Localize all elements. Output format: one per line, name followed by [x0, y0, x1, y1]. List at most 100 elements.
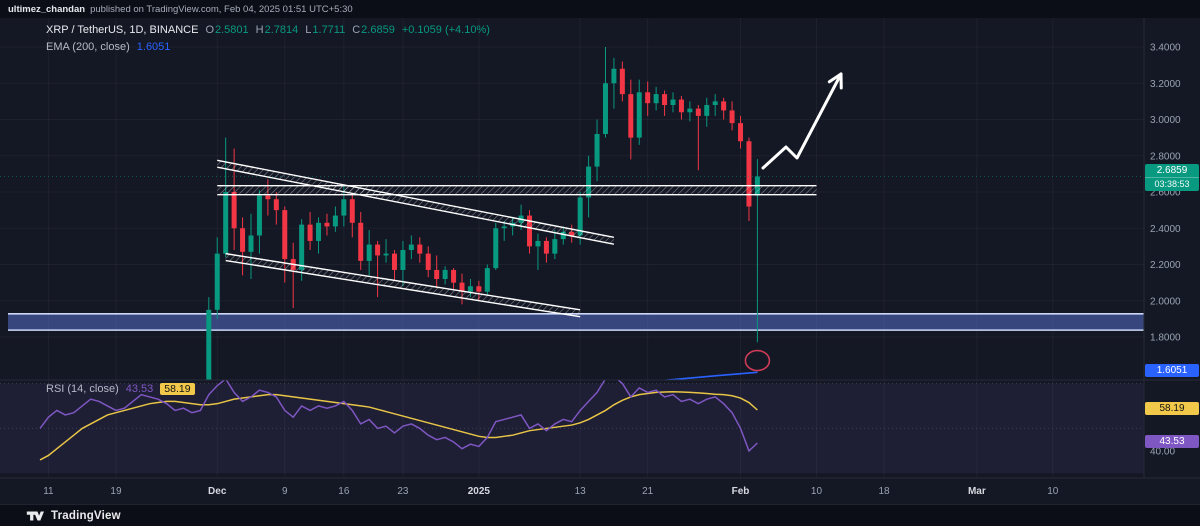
arrow-drawing[interactable] [761, 72, 843, 170]
time-tick-label: Feb [732, 486, 750, 497]
candle [214, 237, 220, 319]
ema-line[interactable] [530, 371, 758, 393]
candle [611, 57, 617, 109]
candle [248, 213, 254, 279]
rsi-legend-label[interactable]: RSI (14, close) [46, 383, 119, 395]
time-tick-label: Mar [968, 486, 986, 497]
lower-wedge-channel[interactable] [225, 252, 581, 318]
time-tick-label: 23 [397, 486, 409, 497]
candle [256, 190, 262, 254]
candle [265, 179, 271, 216]
candle [408, 235, 414, 260]
candle [527, 210, 533, 254]
candle [425, 246, 431, 278]
candle [704, 97, 710, 127]
candle [434, 255, 440, 289]
price-axis-labels: 3.4000 3.2000 3.0000 2.8000 2.6000 2.4000 2.20… [1150, 43, 1181, 458]
candle [206, 297, 212, 380]
price-tick-label: 3.0000 [1150, 115, 1181, 126]
upper-wedge-channel[interactable] [217, 159, 615, 245]
candle [400, 240, 406, 287]
candle [316, 217, 322, 254]
main-chart-legend: XRP / TetherUS, 1D, BINANCE O2.5801 H2.781… [46, 23, 490, 54]
rsi-ma-legend-value: 58.19 [160, 383, 195, 395]
footer-bar: TradingView [0, 504, 1200, 526]
rsi-line [39, 380, 758, 453]
open-value: 2.5801 [215, 24, 249, 36]
candle [290, 242, 296, 308]
candle [459, 273, 465, 305]
resistance-band[interactable] [217, 184, 817, 196]
rsi-ma-line [39, 390, 758, 461]
candle [543, 237, 549, 263]
time-tick-label: 21 [642, 486, 654, 497]
candle [442, 266, 448, 285]
candle [493, 222, 499, 270]
candle [324, 213, 330, 236]
candle [653, 86, 659, 111]
time-scale[interactable] [0, 478, 1144, 504]
low-label: L [305, 24, 312, 36]
candle [273, 192, 279, 225]
low-value: 1.7711 [312, 24, 346, 36]
price-tick-label: 3.4000 [1150, 43, 1181, 54]
candle [687, 101, 693, 122]
rsi-band-background [0, 383, 1144, 474]
candle [552, 230, 558, 260]
close-value: 2.6859 [361, 24, 395, 36]
time-tick-label: 2025 [468, 486, 491, 497]
candle [451, 268, 457, 290]
candle [721, 97, 727, 120]
time-tick-label: 13 [575, 486, 587, 497]
author-username[interactable]: ultimez_chandan [8, 3, 86, 15]
rsi-tick-label: 40.00 [1150, 446, 1175, 457]
high-label: H [255, 24, 264, 36]
candle [678, 95, 684, 120]
candle [282, 206, 288, 283]
ema-legend-label[interactable]: EMA (200, close) [46, 41, 130, 53]
tradingview-logo-icon[interactable] [26, 510, 44, 522]
symbol-title[interactable]: XRP / TetherUS, 1D, BINANCE [46, 24, 199, 36]
ema-price-badge: 1.6051 [1145, 364, 1199, 378]
price-tick-label: 2.8000 [1150, 151, 1181, 162]
attribution-text: published on TradingView.com, Feb 04, 20… [90, 3, 353, 15]
high-value: 2.7814 [264, 24, 299, 36]
candle [332, 206, 338, 232]
candle [391, 250, 397, 281]
ellipse-drawing[interactable] [744, 349, 771, 372]
candle [602, 47, 608, 138]
close-label: C [352, 24, 361, 36]
bar-countdown: 03:38:53 [1145, 177, 1199, 190]
candle [223, 137, 229, 258]
last-price-value: 2.6859 [1156, 165, 1188, 177]
tradingview-wordmark[interactable]: TradingView [51, 509, 121, 522]
last-price-badge: 2.6859 03:38:53 [1145, 164, 1199, 192]
time-tick-label: Dec [208, 486, 227, 497]
candle [358, 211, 364, 270]
change-value: +0.1059 (+4.10%) [401, 24, 490, 36]
candle [349, 193, 355, 238]
price-tick-label: 1.8000 [1150, 333, 1181, 344]
candle [619, 61, 625, 102]
price-tick-label: 3.2000 [1150, 79, 1181, 90]
open-label: O [205, 24, 214, 36]
candle [712, 94, 718, 116]
candle [729, 101, 735, 131]
candle [746, 137, 752, 221]
rsi-ma-badge: 58.19 [1145, 402, 1199, 415]
candle [240, 217, 246, 276]
candlestick-series [206, 47, 760, 380]
candle [501, 221, 507, 241]
time-tick-label: 16 [338, 486, 350, 497]
rsi-value-badge: 43.53 [1145, 435, 1199, 448]
candle [645, 81, 651, 116]
candle [383, 239, 389, 263]
time-tick-label: 19 [110, 486, 122, 497]
candle [417, 237, 423, 263]
candle [636, 79, 642, 145]
price-tick-label: 2.0000 [1150, 296, 1181, 307]
time-axis-labels: 11 19 Dec 9 16 23 2025 13 21 Feb 10 18 Mar 10 [43, 486, 1059, 497]
candle [307, 211, 313, 250]
time-tick-label: 9 [282, 486, 288, 497]
